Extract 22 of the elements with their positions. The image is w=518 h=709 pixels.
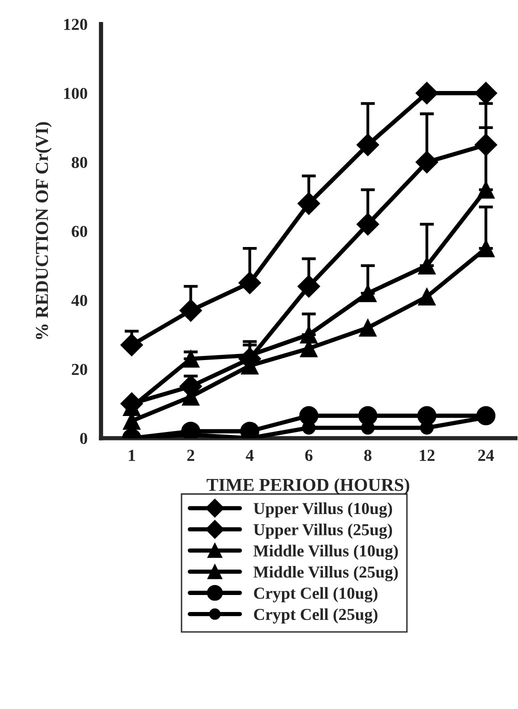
x-tick-label: 4 xyxy=(246,450,254,461)
legend-label: Middle Villus (25ug) xyxy=(253,566,398,582)
x-tick-label: 1 xyxy=(128,450,136,461)
y-tick-label: 60 xyxy=(72,226,88,238)
y-tick-label: 20 xyxy=(72,364,88,376)
y-tick-label: 120 xyxy=(64,18,88,30)
x-tick-label: 12 xyxy=(420,450,434,461)
legend-label: Upper Villus (25ug) xyxy=(254,524,392,539)
legend-label: Middle Villus (10ug) xyxy=(253,544,398,560)
legend-label: Upper Villus (10ug) xyxy=(254,502,392,518)
y-axis-title: % REDUCTION OF Cr(VI) xyxy=(35,122,52,340)
legend-label: Crypt Cell (25ug) xyxy=(254,608,378,624)
x-tick-label: 8 xyxy=(364,450,372,461)
x-tick-label: 6 xyxy=(305,450,312,461)
legend-label: Crypt Cell (10ug) xyxy=(254,587,378,602)
y-tick-label: 40 xyxy=(71,294,88,306)
x-tick-label: 2 xyxy=(187,450,194,461)
y-tick-label: 0 xyxy=(80,432,88,444)
y-tick-label: 80 xyxy=(72,156,88,168)
x-tick-label: 24 xyxy=(478,450,494,461)
y-tick-label: 100 xyxy=(64,88,88,100)
x-axis-title: TIME PERIOD (HOURS) xyxy=(206,478,410,495)
